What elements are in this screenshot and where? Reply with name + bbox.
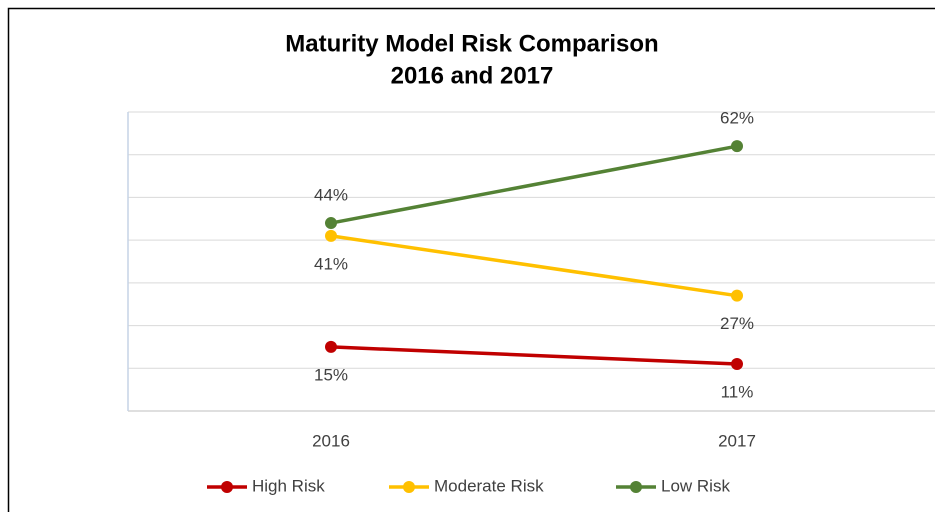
legend-marker: [403, 481, 415, 493]
chart-title: 2016 and 2017: [391, 62, 554, 89]
series-line: [330, 345, 738, 366]
chart-title: Maturity Model Risk Comparison: [285, 30, 658, 57]
data-label: 62%: [720, 109, 754, 128]
legend-label: Moderate Risk: [434, 476, 544, 495]
data-point: [325, 229, 337, 242]
data-label: 11%: [721, 382, 754, 401]
data-point: [731, 289, 743, 302]
data-label: 27%: [720, 314, 754, 333]
legend-marker: [221, 481, 233, 493]
data-point: [325, 217, 337, 230]
legend-label: High Risk: [252, 476, 325, 495]
legend-marker: [630, 481, 642, 493]
chart-border: [7, 7, 935, 512]
data-point: [731, 358, 743, 371]
x-tick-label: 2017: [718, 431, 756, 450]
data-label: 44%: [314, 186, 348, 205]
series-line: [330, 234, 738, 298]
data-label: 41%: [314, 254, 348, 273]
data-point: [731, 140, 743, 153]
series-line: [330, 144, 738, 225]
data-label: 15%: [314, 365, 348, 384]
legend-label: Low Risk: [661, 476, 730, 495]
data-point: [325, 340, 337, 353]
x-tick-label: 2016: [312, 431, 350, 450]
